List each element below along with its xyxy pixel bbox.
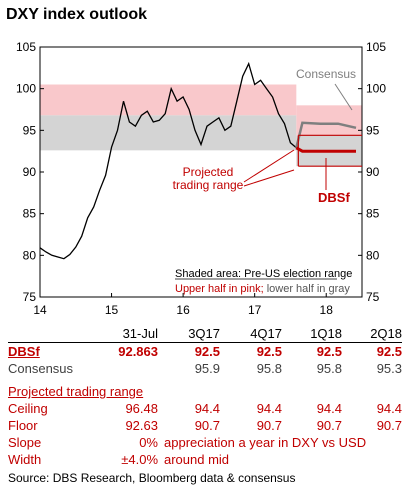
y-tick-label-left: 100 bbox=[16, 82, 36, 96]
projected-arrow-upper bbox=[243, 149, 295, 183]
projected-range-annotation: Projected trading range bbox=[173, 165, 244, 192]
series-layer bbox=[39, 61, 357, 260]
table-row-floor: Floor 92.63 90.7 90.7 90.7 90.7 bbox=[8, 417, 402, 434]
table-header-cell: 2Q18 bbox=[342, 325, 402, 343]
table-cell: Slope bbox=[8, 435, 42, 450]
table-cell: Consensus bbox=[8, 361, 74, 376]
y-tick-label-right: 75 bbox=[366, 290, 380, 304]
x-tick-label: 16 bbox=[176, 303, 190, 317]
y-tick-label-left: 95 bbox=[23, 123, 37, 137]
table-row-consensus: Consensus 95.9 95.8 95.8 95.3 bbox=[8, 360, 402, 377]
table-header-cell: 31-Jul bbox=[96, 325, 158, 343]
table-cell: 90.7 bbox=[194, 418, 220, 433]
table-row-width: Width ±4.0% around mid bbox=[8, 451, 402, 468]
annotation-layer: Consensus Projected trading range DBSf Shade… bbox=[173, 67, 362, 295]
table-row-ceiling: Ceiling 96.48 94.4 94.4 94.4 94.4 bbox=[8, 400, 402, 417]
table-cell: 92.863 bbox=[118, 344, 158, 359]
y-tick-label-left: 90 bbox=[23, 165, 37, 179]
table-cell: Width bbox=[8, 452, 42, 467]
table-cell: 90.7 bbox=[256, 418, 282, 433]
table-cell: 94.4 bbox=[376, 401, 402, 416]
table-cell: 94.4 bbox=[256, 401, 282, 416]
consensus-pointer bbox=[334, 83, 353, 111]
table-row-slope: Slope 0% appreciation a year in DXY vs U… bbox=[8, 434, 402, 451]
table-cell: 94.4 bbox=[316, 401, 342, 416]
table-header-cell bbox=[8, 325, 96, 343]
x-tick-label: 15 bbox=[105, 303, 119, 317]
dbsf-line bbox=[295, 146, 356, 153]
projected-arrow-lower bbox=[243, 169, 295, 187]
table-cell: 95.8 bbox=[316, 361, 342, 376]
y-tick-label-left: 85 bbox=[23, 207, 37, 221]
table-cell: DBSf bbox=[8, 344, 40, 359]
shading-legend-note: Upper half in pink; lower half in gray bbox=[175, 283, 350, 295]
y-tick-label-right: 80 bbox=[366, 248, 380, 262]
consensus-annotation: Consensus bbox=[296, 67, 356, 81]
table-cell bbox=[96, 360, 158, 377]
table-cell: Ceiling bbox=[8, 401, 48, 416]
table-cell: around mid bbox=[164, 452, 230, 467]
table-header-cell: 3Q17 bbox=[158, 325, 220, 343]
projected-upper-band bbox=[296, 105, 362, 136]
table-cell: 95.3 bbox=[376, 361, 402, 376]
y-tick-label-right: 105 bbox=[366, 40, 386, 54]
table-cell: 90.7 bbox=[376, 418, 402, 433]
table-cell: Floor bbox=[8, 418, 38, 433]
table-row-dbsf: DBSf 92.863 92.5 92.5 92.5 92.5 bbox=[8, 343, 402, 361]
section-title: Projected trading range bbox=[8, 384, 144, 399]
table-cell: 92.5 bbox=[194, 344, 220, 359]
table-cell: 92.63 bbox=[125, 418, 158, 433]
table-cell: 92.5 bbox=[256, 344, 282, 359]
table-header-cell: 1Q18 bbox=[282, 325, 342, 343]
shading-legend-title: Shaded area: Pre-US election range bbox=[175, 268, 352, 280]
consensus-line bbox=[295, 121, 357, 149]
y-tick-label-right: 95 bbox=[366, 123, 380, 137]
chart-title: DXY index outlook bbox=[6, 6, 148, 23]
x-tick-label: 14 bbox=[33, 303, 47, 317]
y-tick-label-left: 80 bbox=[23, 248, 37, 262]
y-tick-label-right: 85 bbox=[366, 207, 380, 221]
x-tick-label: 17 bbox=[248, 303, 262, 317]
pre-election-lower-band bbox=[40, 115, 297, 151]
shading-layer bbox=[40, 84, 362, 167]
table-cell: 95.9 bbox=[194, 361, 220, 376]
table-cell: 94.4 bbox=[194, 401, 220, 416]
table-cell: 95.8 bbox=[256, 361, 282, 376]
table-cell: 90.7 bbox=[316, 418, 342, 433]
table-cell: 96.48 bbox=[125, 401, 158, 416]
y-tick-label-left: 105 bbox=[16, 40, 36, 54]
dbsf-annotation: DBSf bbox=[318, 190, 350, 205]
y-tick-label-left: 75 bbox=[23, 290, 37, 304]
table-header-row: 31-Jul 3Q17 4Q17 1Q18 2Q18 bbox=[8, 325, 402, 343]
axes-layer: 75 75 80 80 85 85 90 90 95 95 100 100 105 105 14 15 16 17… bbox=[16, 40, 386, 317]
chart-area: 75 75 80 80 85 85 90 90 95 95 100 100 105 105 14 15 16 17… bbox=[16, 40, 386, 317]
source-note: Source: DBS Research, Bloomberg data & c… bbox=[8, 471, 296, 485]
x-tick-label: 18 bbox=[320, 303, 334, 317]
dxy-line bbox=[39, 61, 297, 260]
forecast-table: 31-Jul 3Q17 4Q17 1Q18 2Q18 DBSf 92.863 9… bbox=[8, 325, 402, 468]
y-tick-label-right: 100 bbox=[366, 82, 386, 96]
table-cell: 92.5 bbox=[376, 344, 402, 359]
table-cell: 0% bbox=[139, 435, 158, 450]
table-cell: 92.5 bbox=[316, 344, 342, 359]
table-cell: ±4.0% bbox=[121, 452, 158, 467]
y-tick-label-right: 90 bbox=[366, 165, 380, 179]
table-section-title-row: Projected trading range bbox=[8, 383, 402, 400]
table-header-cell: 4Q17 bbox=[220, 325, 282, 343]
table-cell: appreciation a year in DXY vs USD bbox=[164, 435, 367, 450]
